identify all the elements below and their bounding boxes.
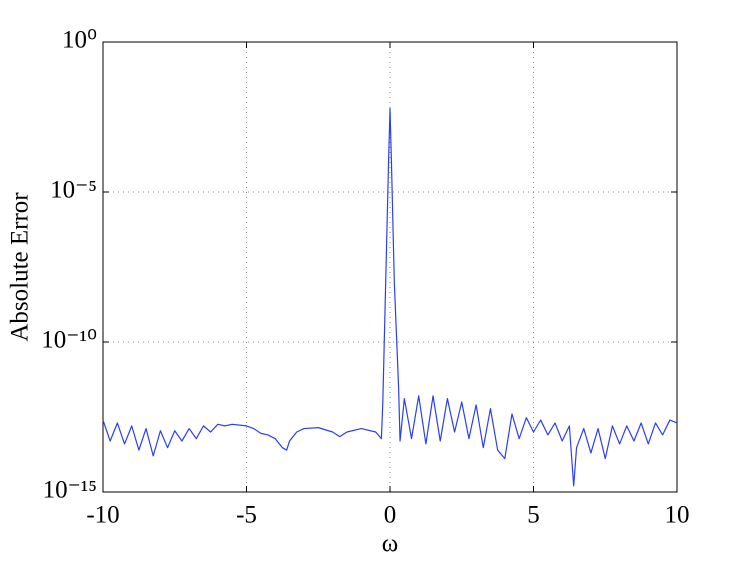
data-line [102, 108, 678, 487]
y-tick-label: 10⁰ [62, 27, 97, 54]
x-axis-label: ω [382, 531, 398, 558]
x-tick-label: 0 [384, 502, 397, 529]
y-axis-label: Absolute Error [7, 192, 34, 342]
x-tick-label: -10 [86, 502, 119, 529]
y-tick-label: 10⁻⁵ [50, 177, 97, 204]
x-tick-label: -5 [236, 502, 257, 529]
x-tick-label: 5 [527, 502, 540, 529]
y-tick-label: 10⁻¹⁵ [43, 477, 97, 504]
x-tick-label: 10 [665, 502, 690, 529]
y-tick-label: 10⁻¹⁰ [41, 327, 97, 354]
